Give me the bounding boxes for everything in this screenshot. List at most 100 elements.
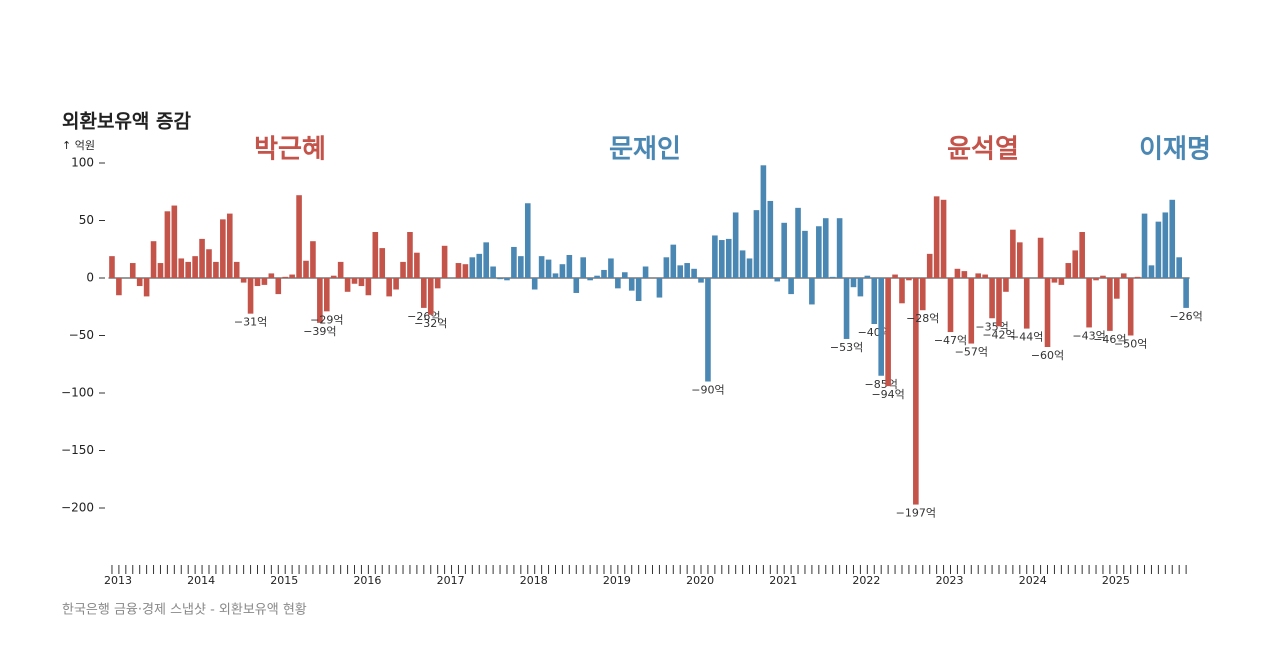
bar [185, 261, 191, 278]
bar [1127, 278, 1134, 336]
bar [254, 278, 261, 287]
bar [836, 218, 843, 278]
bar [337, 261, 344, 278]
bar [1072, 250, 1079, 278]
y-tick-label: −100 [61, 386, 94, 400]
bar [982, 274, 988, 278]
bar [1134, 276, 1141, 278]
bar [608, 258, 614, 278]
bar [760, 165, 767, 278]
value-label: −47억 [934, 334, 967, 347]
bar [899, 278, 905, 304]
bar [476, 253, 483, 278]
bar [296, 195, 302, 278]
bar [1010, 229, 1016, 278]
bar [490, 266, 496, 278]
bar [1086, 278, 1092, 328]
bar [580, 257, 587, 278]
bar [531, 278, 538, 290]
bar [767, 200, 774, 278]
x-tick-label: 2014 [187, 574, 215, 587]
bar [885, 278, 891, 387]
value-label: −29억 [310, 313, 343, 326]
bar [330, 275, 337, 278]
bar [996, 278, 1002, 327]
bar [136, 278, 143, 287]
bar [504, 278, 510, 281]
bar [192, 256, 198, 278]
bar [538, 256, 545, 278]
bar [317, 278, 323, 323]
bar [635, 278, 642, 301]
bar [774, 278, 781, 282]
value-label: −60억 [1031, 349, 1064, 362]
bar [864, 275, 871, 278]
y-tick-label: 0 [86, 271, 94, 285]
bar [524, 203, 531, 278]
bar [1016, 242, 1023, 278]
bar [1051, 278, 1058, 283]
bar [441, 245, 448, 278]
bar [233, 261, 240, 278]
bar [691, 268, 697, 278]
bar [892, 274, 898, 278]
bar [670, 244, 677, 278]
value-label: −31억 [234, 316, 267, 329]
bar [732, 212, 739, 278]
bar [240, 278, 247, 283]
bar [677, 265, 684, 278]
bar [344, 278, 351, 292]
value-label: −57억 [955, 346, 988, 359]
x-tick-label: 2015 [270, 574, 298, 587]
bar [566, 255, 573, 278]
x-tick-label: 2020 [686, 574, 714, 587]
series-name: 문재인 [609, 135, 681, 165]
bar [940, 199, 947, 278]
bar [788, 278, 794, 295]
bar [1107, 278, 1113, 331]
bar [809, 278, 815, 305]
bar [143, 278, 150, 297]
bar [573, 278, 580, 293]
bar [746, 258, 753, 278]
bar [150, 241, 157, 278]
bar [656, 278, 663, 298]
bar [725, 238, 732, 278]
bar [871, 278, 878, 324]
bar [1023, 278, 1030, 329]
bar [1044, 278, 1051, 347]
bar [275, 278, 282, 295]
bar [199, 238, 205, 278]
bar [850, 278, 857, 288]
bar [469, 257, 476, 278]
bar [559, 264, 566, 278]
bar [462, 264, 469, 278]
bar [303, 260, 309, 278]
bar [1003, 278, 1009, 292]
bar [289, 274, 295, 278]
bar [261, 278, 268, 285]
bar [712, 235, 718, 278]
bar [954, 268, 961, 278]
bar [663, 257, 670, 278]
value-label: −197억 [896, 507, 936, 520]
bar [913, 278, 919, 505]
bar [511, 246, 517, 278]
bar [109, 256, 115, 278]
y-tick-label: 50 [79, 213, 94, 227]
bar [989, 278, 995, 319]
x-tick-label: 2017 [437, 574, 465, 587]
bar [719, 240, 725, 278]
bar [684, 263, 690, 278]
x-tick-label: 2019 [603, 574, 631, 587]
bar [129, 263, 136, 278]
bar [1141, 213, 1148, 278]
value-label: −28억 [906, 312, 939, 325]
bar [594, 275, 600, 278]
bar [393, 278, 399, 290]
bar [628, 278, 635, 291]
bar [878, 278, 884, 376]
bar [1148, 265, 1155, 278]
y-tick-label: −200 [61, 501, 94, 515]
series-name: 박근혜 [254, 135, 326, 165]
